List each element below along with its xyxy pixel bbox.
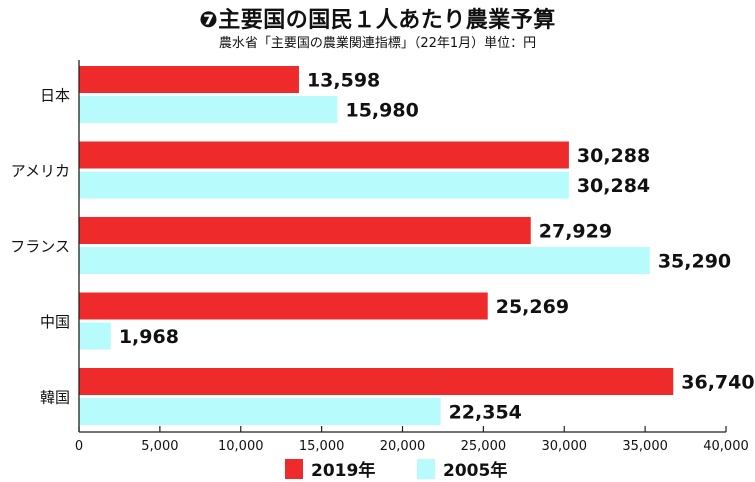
bar-cyan [79, 247, 650, 274]
value-label: 30,284 [577, 175, 650, 197]
bar-cyan [79, 171, 569, 199]
value-label: 13,598 [307, 70, 380, 92]
x-tick-label: 30,000 [542, 439, 588, 454]
x-tick-label: 25,000 [461, 439, 507, 454]
legend-label: 2019年 [311, 460, 375, 481]
x-tick-label: 15,000 [299, 439, 345, 454]
legend-swatch [285, 459, 303, 479]
category-label: 中国 [40, 313, 70, 331]
bar-cyan [79, 398, 441, 425]
bar-red [79, 141, 569, 169]
x-tick-label: 5,000 [141, 439, 178, 454]
category-label: アメリカ [11, 162, 70, 180]
value-label: 36,740 [681, 372, 754, 394]
category-label: フランス [10, 238, 70, 256]
x-tick-label: 0 [75, 439, 83, 454]
chart-title: ❼主要国の国民１人あたり農業予算 [199, 8, 556, 33]
category-label: 日本 [40, 87, 70, 105]
value-label: 35,290 [658, 251, 731, 273]
bar-red [79, 66, 299, 93]
legend-label: 2005年 [443, 460, 507, 481]
bar-cyan [79, 322, 111, 350]
value-label: 15,980 [345, 100, 418, 122]
value-label: 1,968 [119, 326, 179, 348]
x-tick-label: 20,000 [380, 439, 426, 454]
bar-cyan [79, 96, 338, 123]
bar-red [79, 292, 488, 320]
bar-red [79, 217, 531, 244]
value-label: 30,288 [577, 145, 650, 167]
legend-swatch [417, 459, 435, 479]
value-label: 22,354 [449, 402, 522, 424]
x-tick-label: 40,000 [703, 439, 749, 454]
bar-red [79, 368, 674, 395]
x-tick-label: 10,000 [218, 439, 264, 454]
x-tick-label: 35,000 [622, 439, 668, 454]
value-label: 25,269 [496, 296, 569, 318]
category-label: 韓国 [40, 389, 70, 407]
chart-source: 農水省「主要国の農業関連指標」（22年1月）単位：円 [218, 36, 537, 51]
value-label: 27,929 [539, 221, 612, 243]
